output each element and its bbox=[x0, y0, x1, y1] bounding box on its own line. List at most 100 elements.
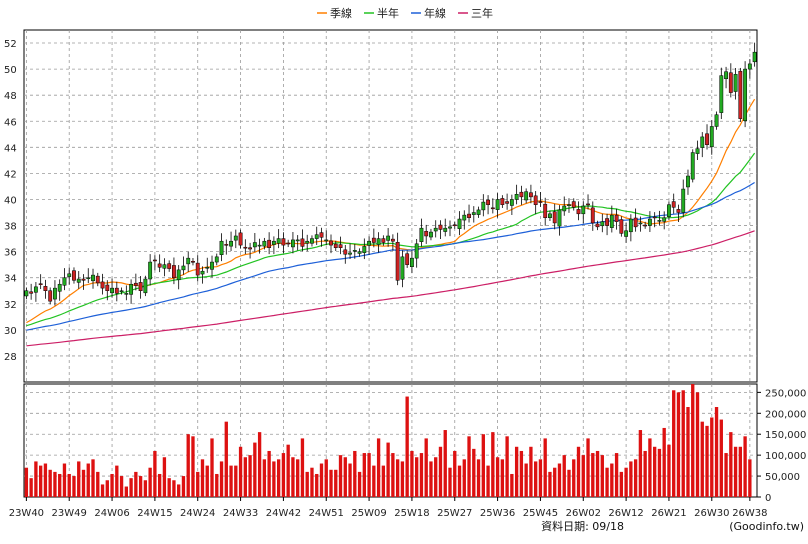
volume-bar bbox=[595, 450, 600, 497]
candle-body bbox=[29, 291, 34, 294]
volume-bar bbox=[53, 471, 57, 497]
x-tick-label: 23W49 bbox=[52, 508, 87, 519]
candle-body bbox=[367, 240, 371, 246]
candle-body bbox=[719, 75, 724, 113]
legend-item: 三年 bbox=[458, 6, 493, 20]
volume-bar bbox=[472, 448, 476, 497]
x-tick-label: 25W45 bbox=[523, 508, 558, 519]
volume-bar bbox=[300, 438, 305, 497]
candle-body bbox=[690, 152, 695, 180]
volume-bar bbox=[329, 469, 333, 497]
volume-bar bbox=[748, 459, 752, 497]
candle-body bbox=[581, 205, 586, 215]
legend-label: 年線 bbox=[424, 6, 446, 20]
volume-bar bbox=[453, 450, 457, 497]
volume-bar bbox=[315, 473, 319, 497]
volume-bar bbox=[219, 461, 224, 497]
candle-body bbox=[95, 275, 100, 284]
x-tick-label: 24W33 bbox=[223, 508, 258, 519]
volume-bar bbox=[429, 461, 433, 497]
candle-body bbox=[381, 238, 386, 243]
volume-bar bbox=[729, 432, 733, 497]
candle-body bbox=[352, 250, 357, 252]
volume-bar bbox=[700, 421, 704, 497]
volume-bar bbox=[514, 446, 519, 497]
price-frame bbox=[23, 29, 758, 383]
volume-bar bbox=[81, 469, 86, 497]
volume-bar bbox=[200, 459, 205, 497]
candle-body bbox=[376, 238, 381, 245]
candle-body bbox=[714, 114, 719, 127]
x-tick-label: 24W51 bbox=[309, 508, 344, 519]
candle-body bbox=[538, 201, 543, 203]
volume-bar bbox=[505, 436, 509, 497]
volume-bar bbox=[691, 384, 695, 497]
candle-body bbox=[576, 209, 581, 215]
candle-body bbox=[657, 220, 662, 222]
volume-bar bbox=[62, 463, 67, 497]
x-tick-label: 25W27 bbox=[437, 508, 472, 519]
candle-body bbox=[162, 264, 167, 269]
candle-body bbox=[81, 278, 86, 281]
volume-bar bbox=[638, 430, 643, 497]
candle-body bbox=[119, 290, 124, 292]
candle-body bbox=[405, 253, 410, 265]
candle-body bbox=[571, 201, 576, 208]
volume-bar bbox=[196, 471, 200, 497]
candle-body bbox=[743, 68, 748, 121]
volume-bar bbox=[100, 484, 105, 497]
volume-bar bbox=[733, 446, 738, 497]
volume-bar bbox=[324, 459, 328, 497]
candle-body bbox=[105, 284, 110, 291]
candle-body bbox=[48, 290, 53, 302]
volume-bar bbox=[338, 455, 343, 497]
volume-bar bbox=[424, 438, 428, 497]
candle-body bbox=[181, 265, 186, 271]
volume-bar bbox=[538, 459, 543, 497]
volume-bar bbox=[524, 463, 528, 497]
volume-bar bbox=[38, 465, 43, 497]
candle-body bbox=[429, 231, 433, 238]
candle-body bbox=[695, 148, 700, 154]
volume-bar bbox=[105, 480, 109, 497]
candle-body bbox=[191, 261, 195, 263]
candle-body bbox=[552, 211, 557, 224]
volume-bar bbox=[86, 463, 90, 497]
candle-body bbox=[486, 199, 490, 205]
candle-body bbox=[676, 209, 681, 213]
candle-body bbox=[257, 244, 262, 247]
ma-year-line bbox=[26, 181, 755, 331]
volume-bar bbox=[553, 467, 557, 497]
volume-bar bbox=[572, 459, 576, 497]
volume-bar bbox=[110, 473, 114, 497]
volume-bar bbox=[457, 465, 462, 497]
volume-bar bbox=[286, 444, 290, 497]
volume-bar bbox=[210, 438, 214, 497]
volume-bar bbox=[443, 430, 447, 497]
candle-body bbox=[114, 287, 119, 294]
volume-bar bbox=[134, 471, 138, 497]
volume-bar bbox=[467, 436, 471, 497]
ma-threeyear-line bbox=[26, 230, 755, 347]
candle-body bbox=[238, 232, 243, 246]
volume-bar bbox=[643, 450, 647, 497]
volume-bar bbox=[272, 461, 276, 497]
volume-bar bbox=[276, 459, 281, 497]
candle-body bbox=[652, 216, 657, 219]
candle-body bbox=[476, 209, 481, 215]
volume-bar bbox=[29, 478, 33, 497]
candle-body bbox=[310, 238, 314, 244]
volume-bar bbox=[381, 465, 386, 497]
price-tick-label: 50 bbox=[4, 65, 17, 76]
volume-bar bbox=[319, 463, 324, 497]
volume-bar bbox=[124, 486, 129, 497]
volume-bar bbox=[434, 457, 438, 497]
volume-bar bbox=[157, 473, 162, 497]
volume-bar bbox=[191, 436, 195, 497]
candle-body bbox=[219, 240, 224, 256]
candle-body bbox=[43, 286, 48, 291]
candle-body bbox=[410, 257, 414, 268]
x-tick-label: 26W12 bbox=[608, 508, 643, 519]
candle-body bbox=[329, 240, 333, 246]
candle-body bbox=[348, 252, 352, 255]
